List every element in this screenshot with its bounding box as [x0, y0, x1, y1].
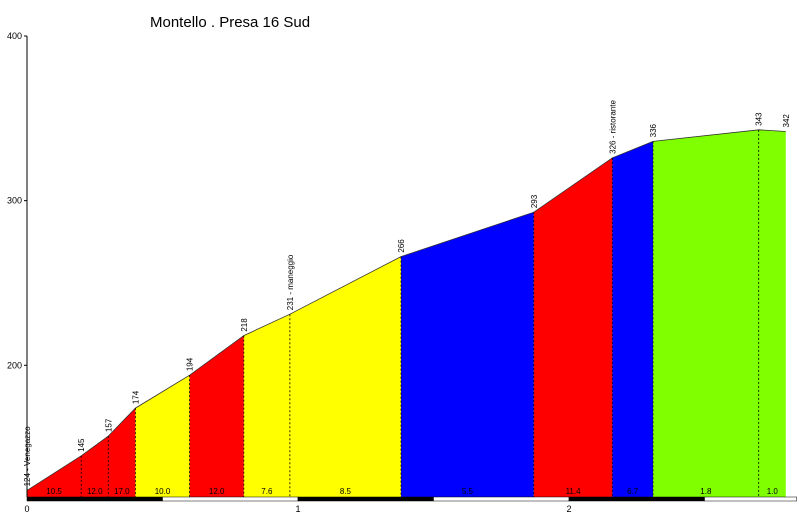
gradient-label-0-1: 12.0 [87, 487, 103, 496]
elevation-label-1: 145 [77, 438, 86, 452]
elevation-label-7: 266 [397, 239, 406, 253]
elevation-label-4: 194 [186, 357, 195, 371]
plot-area: 124 - Venegazzo145157174194218231 - mane… [7, 31, 797, 514]
profile-segment-2 [189, 335, 244, 497]
distance-bar-0 [26, 496, 163, 502]
elevation-label-10: 336 [649, 123, 658, 137]
gradient-label-5-0: 11.4 [566, 487, 582, 496]
gradient-label-4-0: 5.5 [462, 487, 474, 496]
elevation-label-12: 342 [782, 114, 791, 128]
profile-segment-4 [401, 212, 534, 497]
chart-title: Montello . Presa 16 Sud [150, 14, 310, 31]
gradient-label-0-2: 17.0 [114, 487, 130, 496]
y-tick-label-0: 200 [7, 360, 22, 370]
y-tick-label-2: 400 [7, 31, 22, 41]
profile-segment-1 [135, 375, 190, 497]
gradient-label-6-0: 6.7 [627, 487, 639, 496]
distance-bar-4 [568, 496, 705, 502]
elevation-label-2: 157 [104, 418, 113, 432]
gradient-label-1-0: 10.0 [155, 487, 171, 496]
elevation-label-8: 293 [530, 194, 539, 208]
x-tick-label-1: 1 [295, 504, 300, 514]
profile-segment-7 [653, 129, 786, 498]
distance-bar-1 [162, 496, 299, 502]
profile-segment-0 [27, 408, 136, 497]
distance-bar-3 [433, 496, 570, 502]
elevation-label-5: 218 [240, 318, 249, 332]
profile-segment-6 [612, 141, 653, 497]
gradient-label-3-1: 8.5 [340, 487, 352, 496]
y-tick-label-1: 300 [7, 196, 22, 206]
distance-bar-5 [704, 496, 797, 502]
gradient-label-7-1: 1.0 [767, 487, 779, 496]
gradient-label-0-0: 10.5 [46, 487, 62, 496]
gradient-label-2-0: 12.0 [209, 487, 225, 496]
elevation-label-9: 326 - ristorante [608, 99, 617, 153]
elevation-label-3: 174 [131, 390, 140, 404]
elevation-label-11: 343 [755, 112, 764, 126]
elevation-label-6: 231 - maneggio [286, 254, 295, 310]
x-tick-label-2: 2 [566, 504, 571, 514]
x-tick-label-0: 0 [24, 504, 29, 514]
gradient-label-7-0: 1.8 [700, 487, 712, 496]
profile-segment-5 [533, 157, 613, 498]
profile-segment-3 [243, 256, 401, 497]
distance-bar-2 [297, 496, 434, 502]
gradient-label-3-0: 7.6 [261, 487, 273, 496]
